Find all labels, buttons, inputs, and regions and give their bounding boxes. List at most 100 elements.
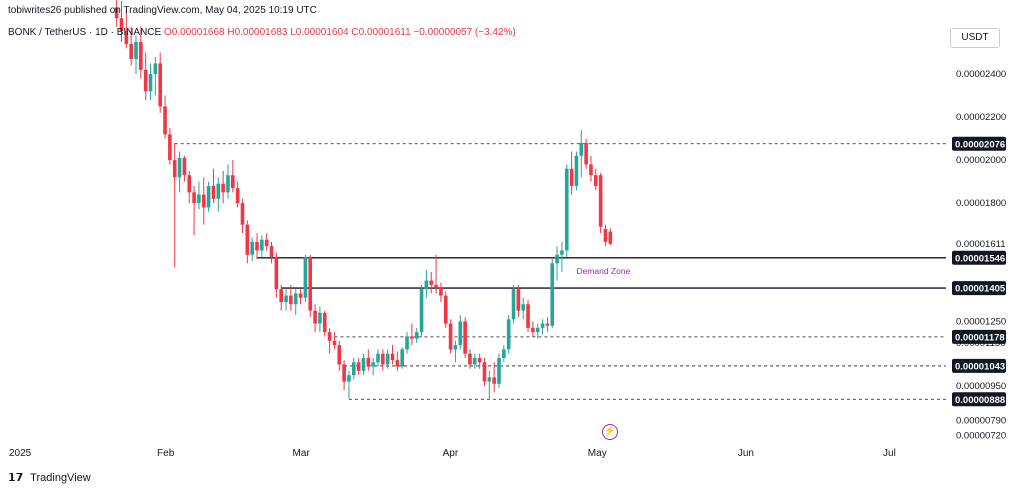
candle — [134, 35, 138, 75]
y-tick-label: 0.00001611 — [956, 239, 1006, 250]
candle-body — [598, 175, 603, 227]
candle-body — [240, 203, 245, 225]
currency-button[interactable]: USDT — [950, 28, 1000, 48]
candle — [226, 164, 230, 199]
level-price-label: 0.00001405 — [955, 284, 1006, 295]
candle — [550, 259, 555, 328]
candle-body — [192, 192, 196, 204]
candle-body — [419, 289, 424, 333]
candle — [419, 284, 424, 337]
candle-body — [172, 160, 177, 178]
candle — [468, 349, 472, 369]
candle-body — [579, 142, 584, 156]
y-tick-label: 0.00002200 — [956, 112, 1006, 123]
candle-body — [226, 175, 230, 193]
candle-body — [284, 295, 288, 303]
candle — [502, 345, 506, 363]
candle — [405, 332, 409, 354]
level-price-box — [952, 281, 1006, 296]
candle — [143, 52, 148, 100]
candle-body — [477, 357, 482, 363]
candle — [400, 347, 404, 369]
candle-body — [139, 41, 143, 70]
candle-body — [434, 284, 438, 288]
candle — [458, 314, 463, 350]
candle — [531, 321, 535, 337]
candle-body — [506, 319, 511, 350]
candle — [414, 327, 419, 343]
candle — [579, 130, 584, 178]
candle — [448, 319, 453, 354]
candle — [192, 185, 196, 236]
candle-body — [473, 357, 477, 365]
candle-body — [574, 155, 579, 186]
candle — [177, 151, 182, 193]
level-price-box — [952, 329, 1006, 344]
candle — [540, 319, 545, 335]
y-tick-label: 0.00000950 — [956, 381, 1006, 392]
publisher-line: tobiwrites26 published on TradingView.co… — [8, 5, 317, 16]
candle-body — [555, 254, 559, 264]
candle-body — [535, 327, 540, 333]
candle-body — [414, 332, 419, 339]
candle-body — [153, 63, 158, 75]
demand-zone-label: Demand Zone — [576, 266, 630, 276]
candle-body — [492, 377, 496, 384]
candle-body — [260, 239, 264, 251]
candle-body — [521, 304, 525, 311]
candle — [545, 317, 550, 333]
lightning-icon[interactable]: ⚡ — [602, 424, 618, 440]
candle — [434, 254, 438, 294]
candle-body — [395, 360, 400, 367]
candle — [163, 95, 167, 139]
candle-body — [463, 321, 467, 354]
candle — [260, 235, 264, 257]
y-tick-label: 0.00000720 — [956, 430, 1006, 441]
candle — [153, 56, 158, 96]
candle — [589, 155, 593, 182]
candle — [245, 220, 250, 264]
brand-label: TradingView — [30, 472, 91, 484]
candle-body — [569, 168, 574, 186]
candle-body — [337, 345, 342, 365]
candle — [298, 289, 303, 305]
candle — [594, 168, 598, 191]
candle-body — [443, 295, 448, 324]
candle — [206, 181, 211, 212]
candle-body — [298, 293, 303, 298]
candle-body — [366, 357, 371, 367]
candle — [332, 332, 337, 350]
candle — [526, 299, 530, 333]
candle — [603, 224, 608, 247]
candle-body — [289, 295, 293, 305]
candle-body — [158, 63, 162, 107]
candle — [119, 0, 124, 42]
candle — [516, 284, 521, 318]
legend-line: BONK / TetherUS · 1D · BINANCE O0.000016… — [8, 27, 516, 38]
y-tick-label: 0.00000790 — [956, 415, 1006, 426]
y-tick-label: 0.00002400 — [956, 69, 1006, 80]
candle-body — [206, 185, 211, 208]
candle-body — [550, 263, 555, 326]
candle — [308, 254, 313, 318]
candle-body — [400, 349, 404, 367]
candle-body — [211, 185, 216, 199]
tradingview-footer[interactable]: 𝟭𝟳 TradingView — [8, 471, 91, 484]
level-price-box — [952, 250, 1006, 265]
candle-body — [453, 345, 458, 350]
x-tick-label: Jun — [738, 448, 754, 459]
candle — [569, 151, 574, 195]
level-price-box — [952, 136, 1006, 151]
symbol-label[interactable]: BONK / TetherUS · 1D · BINANCE — [8, 27, 162, 38]
candle — [124, 9, 129, 49]
candle — [376, 349, 380, 367]
candle — [182, 155, 187, 182]
candle-body — [482, 362, 487, 382]
candle — [197, 181, 201, 210]
candle-body — [322, 312, 327, 333]
candle-body — [124, 31, 129, 44]
candle-body — [250, 241, 254, 255]
candle-body — [114, 7, 119, 19]
candle — [313, 304, 317, 333]
